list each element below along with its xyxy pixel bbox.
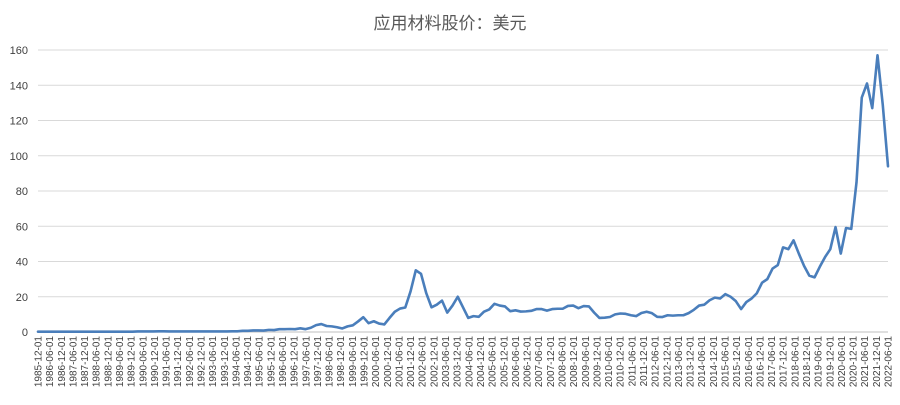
y-tick-label: 80 xyxy=(16,186,28,198)
x-tick-label: 1996-12-01 xyxy=(290,336,301,388)
x-tick-label: 2015-12-01 xyxy=(732,336,743,388)
x-tick-label: 2009-06-01 xyxy=(581,336,592,388)
x-tick-label: 2011-12-01 xyxy=(639,336,650,387)
x-tick-label: 2017-12-01 xyxy=(779,336,790,388)
x-tick-label: 1991-06-01 xyxy=(162,336,173,388)
x-tick-label: 2018-06-01 xyxy=(790,336,801,388)
y-tick-label: 0 xyxy=(22,327,28,339)
x-tick-label: 1985-12-01 xyxy=(34,336,45,388)
x-tick-label: 2015-06-01 xyxy=(720,336,731,388)
x-tick-label: 2007-12-01 xyxy=(546,336,557,388)
y-tick-label: 100 xyxy=(10,151,28,163)
x-tick-label: 2009-12-01 xyxy=(592,336,603,388)
y-tick-label: 120 xyxy=(10,116,28,128)
x-tick-label: 2002-12-01 xyxy=(429,336,440,388)
x-tick-label: 2022-06-01 xyxy=(884,336,895,388)
y-tick-label: 140 xyxy=(10,80,28,92)
x-tick-label: 1990-06-01 xyxy=(138,336,149,388)
x-tick-label: 1992-06-01 xyxy=(185,336,196,388)
x-tick-label: 2021-12-01 xyxy=(872,336,883,388)
x-tick-label: 1986-12-01 xyxy=(57,336,68,388)
x-tick-label: 1991-12-01 xyxy=(173,336,184,388)
x-tick-label: 1994-12-01 xyxy=(243,336,254,388)
x-tick-label: 2021-06-01 xyxy=(860,336,871,388)
x-tick-label: 1996-06-01 xyxy=(278,336,289,388)
y-axis: 0 20 40 60 80 100 120 140 160 xyxy=(10,45,28,339)
x-tick-label: 2006-12-01 xyxy=(523,336,534,388)
x-tick-label: 2004-12-01 xyxy=(476,336,487,388)
y-tick-label: 20 xyxy=(16,292,28,304)
x-tick-label: 2014-12-01 xyxy=(709,336,720,388)
x-tick-label: 2012-06-01 xyxy=(651,336,662,388)
x-tick-label: 2002-06-01 xyxy=(418,336,429,388)
x-tick-label: 2000-12-01 xyxy=(383,336,394,388)
x-tick-label: 1993-06-01 xyxy=(208,336,219,388)
x-tick-label: 1995-12-01 xyxy=(266,336,277,388)
x-tick-label: 2012-12-01 xyxy=(662,336,673,388)
x-tick-label: 2011-06-01 xyxy=(627,336,638,387)
x-tick-label: 2003-12-01 xyxy=(453,336,464,388)
y-tick-label: 60 xyxy=(16,221,28,233)
x-tick-label: 1997-12-01 xyxy=(313,336,324,388)
x-tick-label: 2006-06-01 xyxy=(511,336,522,388)
x-tick-label: 2017-06-01 xyxy=(767,336,778,388)
x-tick-label: 2016-12-01 xyxy=(755,336,766,388)
x-tick-label: 2001-06-01 xyxy=(394,336,405,388)
x-tick-label: 1989-12-01 xyxy=(127,336,138,388)
x-tick-label: 1995-06-01 xyxy=(255,336,266,388)
gridlines xyxy=(38,49,888,333)
x-tick-label: 1998-12-01 xyxy=(336,336,347,388)
x-tick-label: 2000-06-01 xyxy=(371,336,382,388)
x-tick-label: 2005-12-01 xyxy=(499,336,510,388)
series-line-stock-price xyxy=(36,53,890,333)
x-tick-label: 2013-06-01 xyxy=(674,336,685,388)
x-tick-label: 2016-06-01 xyxy=(744,336,755,388)
x-tick-label: 2010-12-01 xyxy=(616,336,627,388)
x-tick-label: 2019-12-01 xyxy=(825,336,836,388)
y-tick-label: 160 xyxy=(10,45,28,57)
x-tick-label: 1993-12-01 xyxy=(220,336,231,388)
x-tick-label: 2013-12-01 xyxy=(686,336,697,388)
x-tick-label: 2020-06-01 xyxy=(837,336,848,388)
x-tick-label: 1990-12-01 xyxy=(150,336,161,388)
x-tick-label: 1986-06-01 xyxy=(45,336,56,388)
x-tick-label: 2008-06-01 xyxy=(557,336,568,388)
x-tick-label: 2020-12-01 xyxy=(849,336,860,388)
x-tick-label: 1992-12-01 xyxy=(197,336,208,388)
x-tick-label: 1988-06-01 xyxy=(92,336,103,388)
x-tick-label: 2008-12-01 xyxy=(569,336,580,388)
x-axis: 1985-12-01 1986-06-01 1986-12-01 1987-06-01… xyxy=(34,336,895,388)
x-tick-label: 2014-06-01 xyxy=(697,336,708,388)
x-tick-label: 2001-12-01 xyxy=(406,336,417,388)
x-tick-label: 1988-12-01 xyxy=(103,336,114,388)
x-tick-label: 1989-06-01 xyxy=(115,336,126,388)
x-tick-label: 1987-12-01 xyxy=(80,336,91,388)
x-tick-label: 2007-06-01 xyxy=(534,336,545,388)
x-tick-label: 2003-06-01 xyxy=(441,336,452,388)
x-tick-label: 2005-06-01 xyxy=(488,336,499,388)
x-tick-label: 1999-06-01 xyxy=(348,336,359,388)
x-tick-label: 1994-06-01 xyxy=(231,336,242,388)
x-tick-label: 2010-06-01 xyxy=(604,336,615,388)
x-tick-label: 2004-06-01 xyxy=(464,336,475,388)
x-tick-label: 2019-06-01 xyxy=(814,336,825,388)
x-tick-label: 2018-12-01 xyxy=(802,336,813,388)
x-tick-label: 1999-12-01 xyxy=(360,336,371,388)
y-tick-label: 40 xyxy=(16,257,28,269)
x-tick-label: 1998-06-01 xyxy=(325,336,336,388)
series-layer xyxy=(36,53,890,333)
chart-title: 应用材料股价：美元 xyxy=(374,14,527,34)
x-tick-label: 1987-06-01 xyxy=(68,336,79,388)
x-tick-label: 1997-06-01 xyxy=(301,336,312,388)
